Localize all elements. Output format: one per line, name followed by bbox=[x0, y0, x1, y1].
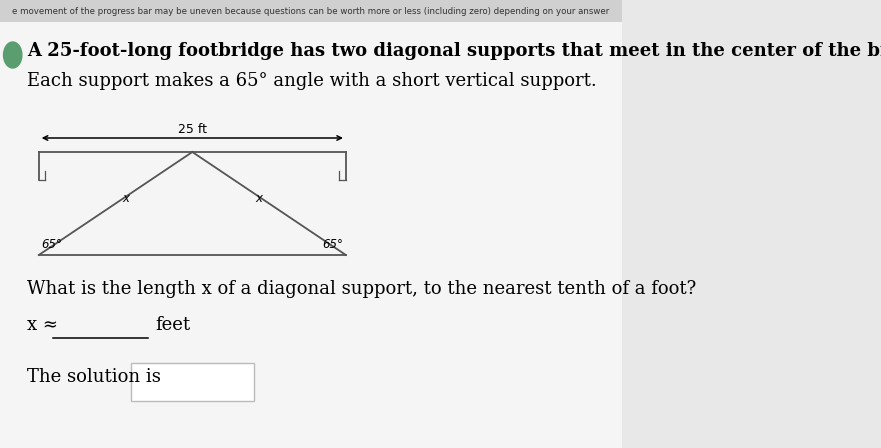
FancyBboxPatch shape bbox=[0, 0, 622, 22]
FancyBboxPatch shape bbox=[130, 363, 254, 401]
Text: The solution is: The solution is bbox=[26, 368, 160, 386]
Text: feet: feet bbox=[155, 316, 190, 334]
Text: x: x bbox=[122, 192, 130, 205]
Text: A 25-foot-long footbridge has two diagonal supports that meet in the center of t: A 25-foot-long footbridge has two diagon… bbox=[26, 42, 881, 60]
Text: Each support makes a 65° angle with a short vertical support.: Each support makes a 65° angle with a sh… bbox=[26, 72, 596, 90]
Text: x ≈: x ≈ bbox=[26, 316, 58, 334]
Circle shape bbox=[4, 42, 22, 68]
Text: 65°: 65° bbox=[41, 238, 63, 251]
Text: 25 ft: 25 ft bbox=[178, 123, 207, 136]
Text: 65°: 65° bbox=[322, 238, 343, 251]
Text: What is the length x of a diagonal support, to the nearest tenth of a foot?: What is the length x of a diagonal suppo… bbox=[26, 280, 696, 298]
FancyBboxPatch shape bbox=[0, 22, 622, 448]
Text: x: x bbox=[255, 192, 262, 205]
Text: e movement of the progress bar may be uneven because questions can be worth more: e movement of the progress bar may be un… bbox=[12, 7, 609, 16]
